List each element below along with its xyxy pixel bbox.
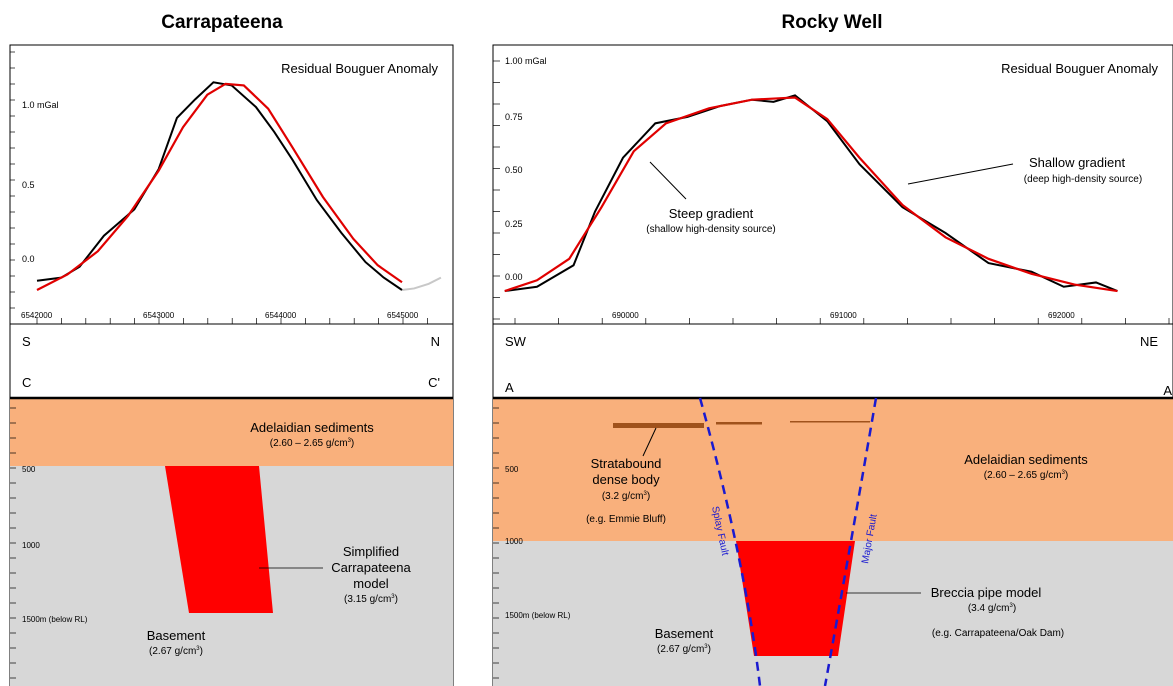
rocky-well-x-label-692000: 692000 [1048, 311, 1075, 320]
carrapateena-plot-frame [9, 44, 454, 325]
rocky-well-label-a-right: A [1163, 383, 1172, 398]
carrapateena-depth-1000: 1000 [22, 541, 40, 550]
rocky-well-observed-line [504, 94, 1118, 293]
title-rocky-well: Rocky Well [781, 12, 882, 33]
rocky-well-label-a: A [505, 380, 514, 395]
stratabound-leader [642, 427, 657, 457]
title-carrapateena: Carrapateena [161, 12, 283, 33]
rocky-well-dir-ne: NE [1140, 334, 1158, 349]
stratabound-example: (e.g. Emmie Bluff) [586, 514, 666, 525]
carrapateena-x-label-6543000: 6543000 [143, 311, 175, 320]
breccia-pipe-model [736, 541, 855, 656]
carrapateena-model-label-3: model [353, 576, 389, 591]
carrapateena-sediments-density: (2.60 – 2.65 g/cm3) [270, 438, 355, 449]
carrapateena-x-label-6545000: 6545000 [387, 311, 419, 320]
carrapateena-dir-s: S [22, 334, 31, 349]
rocky-well-depth-500: 500 [505, 465, 519, 474]
stratabound-body-1 [613, 423, 704, 428]
rocky-well-y-tick-marks [493, 60, 500, 320]
carrapateena-label-c: C [22, 375, 31, 390]
carrapateena-sediments-label: Adelaidian sediments [250, 420, 374, 435]
carrapateena-observed-line [36, 81, 403, 291]
shallow-gradient-leader [907, 163, 1014, 185]
rocky-well-dir-sw: SW [505, 334, 527, 349]
rocky-well-y-label-025: 0.25 [505, 219, 523, 229]
carrapateena-basement-density: (2.67 g/cm3) [149, 646, 203, 657]
carrapateena-model-density: (3.15 g/cm3) [344, 594, 398, 605]
rocky-well-x-label-691000: 691000 [830, 311, 857, 320]
shallow-gradient-sublabel: (deep high-density source) [1024, 174, 1142, 185]
carrapateena-y-label-05: 0.5 [22, 180, 35, 190]
rocky-well-sediments-density: (2.60 – 2.65 g/cm3) [984, 470, 1069, 481]
steep-gradient-sublabel: (shallow high-density source) [646, 224, 776, 235]
rocky-well-sediments-label: Adelaidian sediments [964, 452, 1088, 467]
carrapateena-observed-extension-line [401, 276, 442, 291]
carrapateena-panel: Residual Bouguer Anomaly 1.0 mGal 0.5 0.… [9, 44, 454, 686]
breccia-density: (3.4 g/cm3) [968, 603, 1016, 614]
breccia-label: Breccia pipe model [931, 585, 1042, 600]
carrapateena-x-label-6544000: 6544000 [265, 311, 297, 320]
shallow-gradient-label: Shallow gradient [1029, 155, 1126, 170]
steep-gradient-leader [649, 161, 687, 200]
rocky-well-y-label-100: 1.00 mGal [505, 56, 547, 66]
rocky-well-model-line [504, 96, 1118, 293]
carrapateena-sediments-layer [10, 398, 453, 466]
rocky-well-depth-tick-marks [493, 407, 499, 679]
carrapateena-model-label-2: Carrapateena [331, 560, 411, 575]
carrapateena-y-label-0: 0.0 [22, 254, 35, 264]
rocky-well-plot-label: Residual Bouguer Anomaly [1001, 61, 1158, 76]
carrapateena-label-c-prime: C' [428, 375, 440, 390]
carrapateena-y-tick-marks [10, 51, 15, 309]
rocky-well-basement-density: (2.67 g/cm3) [657, 644, 711, 655]
rocky-well-y-label-000: 0.00 [505, 272, 523, 282]
rocky-well-depth-1000: 1000 [505, 537, 523, 546]
carrapateena-x-label-6542000: 6542000 [21, 311, 53, 320]
carrapateena-model-label-1: Simplified [343, 544, 399, 559]
rocky-well-y-label-075: 0.75 [505, 112, 523, 122]
carrapateena-orebody-model [165, 466, 273, 613]
carrapateena-depth-tick-marks [10, 407, 16, 679]
carrapateena-dir-n: N [431, 334, 440, 349]
carrapateena-plot-label: Residual Bouguer Anomaly [281, 61, 438, 76]
stratabound-body-2 [716, 422, 762, 425]
carrapateena-model-line [36, 82, 403, 291]
splay-fault-line [698, 397, 762, 686]
stratabound-label-2: dense body [592, 472, 660, 487]
stratabound-label-1: Stratabound [591, 456, 662, 471]
major-fault-line [823, 397, 878, 686]
rocky-well-x-label-690000: 690000 [612, 311, 639, 320]
breccia-example: (e.g. Carrapateena/Oak Dam) [932, 628, 1064, 639]
steep-gradient-label: Steep gradient [669, 206, 754, 221]
carrapateena-x-tick-marks [36, 318, 428, 324]
carrapateena-y-label-1: 1.0 mGal [22, 100, 59, 110]
rocky-well-y-label-050: 0.50 [505, 165, 523, 175]
carrapateena-depth-1500: 1500m (below RL) [22, 615, 88, 624]
rocky-well-x-tick-marks [514, 318, 1170, 324]
carrapateena-depth-500: 500 [22, 465, 36, 474]
stratabound-body-3 [790, 421, 870, 423]
carrapateena-basement-label: Basement [147, 628, 206, 643]
rocky-well-basement-label: Basement [655, 626, 714, 641]
rocky-well-panel: Residual Bouguer Anomaly 1.00 mGal 0.75 … [492, 44, 1173, 686]
stratabound-density: (3.2 g/cm3) [602, 491, 650, 502]
rocky-well-depth-1500: 1500m (below RL) [505, 611, 571, 620]
